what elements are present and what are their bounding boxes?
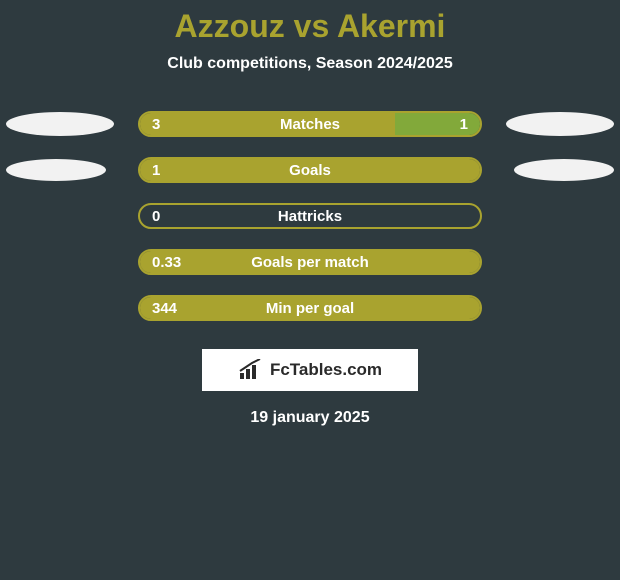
player-ellipse-right xyxy=(514,159,614,181)
stat-label: Matches xyxy=(140,116,480,133)
stat-row: 31Matches xyxy=(0,101,620,147)
stat-label: Hattricks xyxy=(140,208,480,225)
date: 19 january 2025 xyxy=(0,409,620,427)
stat-row: 1Goals xyxy=(0,147,620,193)
player-ellipse-right xyxy=(506,112,614,136)
player-ellipse-left xyxy=(6,112,114,136)
stat-label: Goals xyxy=(140,162,480,179)
stat-bar: 0Hattricks xyxy=(138,203,482,229)
player-ellipse-left xyxy=(6,159,106,181)
stat-row: 0Hattricks xyxy=(0,193,620,239)
stat-bar: 1Goals xyxy=(138,157,482,183)
stat-bar: 344Min per goal xyxy=(138,295,482,321)
logo-text: FcTables.com xyxy=(270,360,382,380)
stat-label: Goals per match xyxy=(140,254,480,271)
comparison-infographic: Azzouz vs Akermi Club competitions, Seas… xyxy=(0,0,620,580)
bar-chart-icon xyxy=(238,359,264,381)
stats-container: 31Matches 1Goals 0Hattricks 0.33Goals per m… xyxy=(0,101,620,331)
stat-bar: 31Matches xyxy=(138,111,482,137)
stat-bar: 0.33Goals per match xyxy=(138,249,482,275)
title: Azzouz vs Akermi xyxy=(0,8,620,45)
stat-row: 0.33Goals per match xyxy=(0,239,620,285)
stat-row: 344Min per goal xyxy=(0,285,620,331)
subtitle: Club competitions, Season 2024/2025 xyxy=(0,55,620,73)
stat-label: Min per goal xyxy=(140,300,480,317)
logo-box: FcTables.com xyxy=(202,349,418,391)
